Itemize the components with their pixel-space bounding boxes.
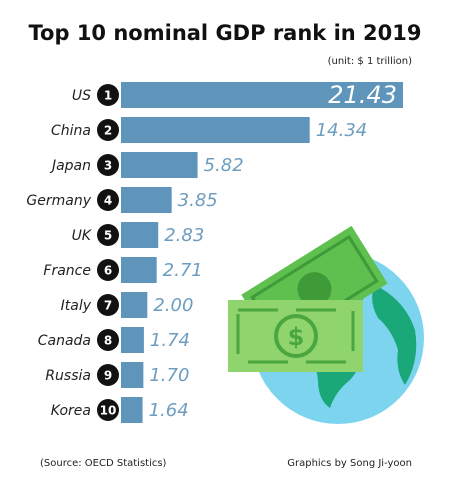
rank-number: 7 — [104, 299, 112, 313]
value-label: 14.34 — [316, 120, 368, 141]
rank-number: 1 — [104, 89, 112, 103]
rank-number: 8 — [104, 334, 112, 348]
rank-badge — [97, 364, 119, 386]
value-label: 1.70 — [149, 365, 189, 386]
bar — [121, 117, 310, 143]
rank-badge — [97, 294, 119, 316]
rank-badge — [97, 399, 119, 421]
rank-badge — [97, 259, 119, 281]
rank-number: 4 — [104, 194, 112, 208]
rank-badge — [97, 84, 119, 106]
bar — [121, 82, 403, 108]
bill-seal — [274, 314, 318, 358]
category-label: UK — [72, 228, 93, 244]
source: (Source: OECD Statistics) — [40, 458, 167, 469]
dollar-sign: $ — [288, 323, 305, 351]
rank-badge — [97, 119, 119, 141]
value-label: 2.00 — [153, 295, 193, 316]
category-label: France — [43, 263, 91, 279]
rank-badge — [97, 224, 119, 246]
rank-number: 2 — [104, 124, 112, 138]
bar — [121, 222, 159, 248]
illustration: $ — [228, 225, 424, 424]
category-label: Japan — [49, 158, 91, 174]
rank-number: 5 — [104, 229, 112, 243]
category-label: US — [72, 88, 91, 104]
rank-number: 3 — [104, 159, 112, 173]
rank-number: 6 — [104, 264, 112, 278]
value-label: 3.85 — [178, 190, 218, 211]
category-label: Korea — [51, 403, 91, 419]
value-label: 1.74 — [150, 330, 190, 351]
category-label: Italy — [61, 298, 92, 314]
chart-title: Top 10 nominal GDP rank in 2019 — [29, 21, 422, 45]
category-label: China — [51, 123, 91, 139]
subtitle: (unit: $ 1 trillion) — [328, 56, 413, 67]
rank-badge — [97, 189, 119, 211]
bar — [121, 327, 144, 353]
bar — [121, 292, 148, 318]
category-label: Russia — [45, 368, 91, 384]
value-label: 1.64 — [149, 400, 189, 421]
bar — [121, 257, 157, 283]
bar — [121, 397, 143, 423]
category-label: Germany — [26, 193, 91, 209]
bar — [121, 362, 144, 388]
value-label: 2.83 — [164, 225, 204, 246]
bar — [121, 187, 172, 213]
category-label: Canada — [38, 333, 91, 349]
bill-border — [236, 308, 355, 364]
value-label: 2.71 — [163, 260, 203, 281]
rank-number: 10 — [100, 404, 117, 418]
credit: Graphics by Song Ji-yoon — [287, 458, 412, 469]
value-label: 21.43 — [328, 81, 397, 109]
bill-front — [228, 300, 363, 372]
value-label: 5.82 — [204, 155, 244, 176]
bar — [121, 152, 198, 178]
continent — [372, 285, 417, 385]
rank-badge — [97, 154, 119, 176]
rank-badge — [97, 329, 119, 351]
rank-number: 9 — [104, 369, 112, 383]
